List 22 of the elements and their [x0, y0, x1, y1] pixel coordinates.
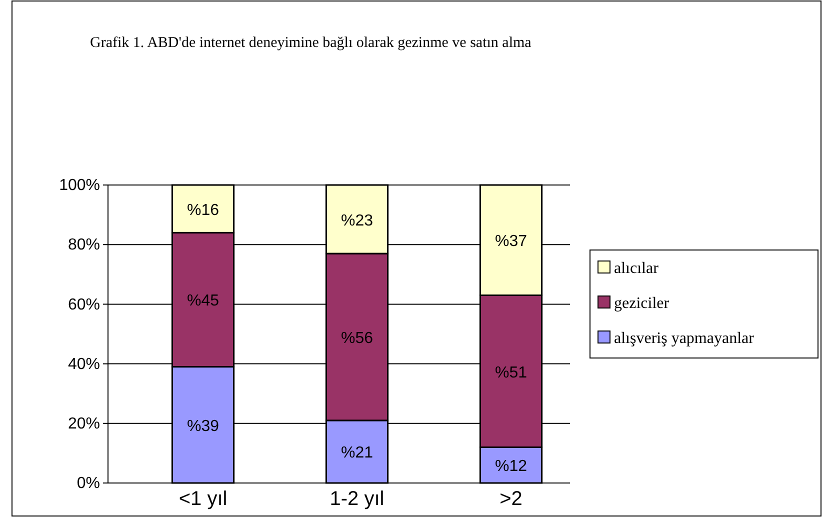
legend-label: geziciler — [614, 295, 670, 312]
legend-label: alışveriş yapmayanlar — [614, 330, 755, 347]
x-tick-label: <1 yıl — [178, 488, 228, 510]
y-tick-label: 80% — [68, 236, 100, 254]
y-tick-label: 60% — [68, 296, 100, 314]
y-tick-label: 0% — [76, 475, 100, 492]
y-tick-label: 40% — [68, 356, 100, 373]
x-tick-label: >2 — [500, 488, 522, 510]
data-label: %45 — [186, 292, 220, 310]
data-label: %56 — [340, 330, 374, 347]
legend-label: alıcılar — [614, 260, 660, 277]
data-label: %21 — [340, 444, 374, 462]
y-tick-label: 100% — [59, 177, 100, 194]
data-label: %51 — [494, 364, 528, 382]
x-tick-label: 1-2 yıl — [330, 488, 384, 510]
y-tick-label: 20% — [68, 416, 100, 433]
data-label: %23 — [340, 212, 374, 230]
chart-title: Grafik 1. ABD'de internet deneyimine bağlı olarak gezinme ve satın alma — [90, 35, 532, 51]
data-label: %16 — [186, 202, 220, 219]
data-label: %37 — [494, 233, 528, 250]
data-label: %39 — [186, 418, 220, 435]
data-label: %12 — [494, 458, 528, 476]
